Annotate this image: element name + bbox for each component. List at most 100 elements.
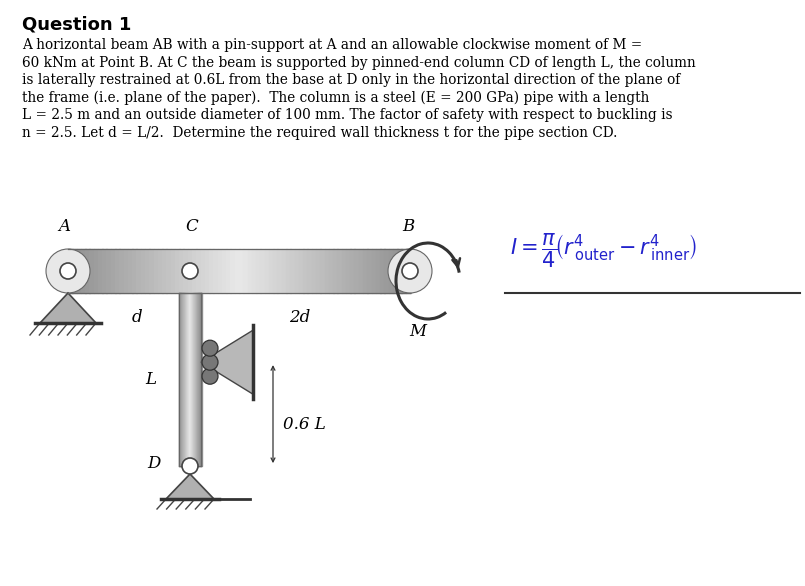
Bar	[389, 249, 394, 293]
Text: A: A	[58, 218, 70, 235]
Bar	[354, 249, 359, 293]
Bar	[191, 293, 192, 466]
Polygon shape	[40, 293, 96, 323]
Bar	[204, 249, 209, 293]
Bar	[171, 249, 175, 293]
Circle shape	[182, 458, 198, 474]
Text: 60 kNm at Point B. At C the beam is supported by pinned-end column CD of length : 60 kNm at Point B. At C the beam is supp…	[22, 56, 696, 70]
Bar	[346, 249, 351, 293]
Bar	[222, 249, 227, 293]
Bar	[194, 293, 195, 466]
Bar	[196, 293, 197, 466]
Bar	[316, 249, 320, 293]
Bar	[154, 249, 159, 293]
Bar	[333, 249, 338, 293]
Bar	[320, 249, 325, 293]
Bar	[188, 249, 192, 293]
Bar	[98, 249, 103, 293]
Circle shape	[202, 354, 218, 370]
Text: n = 2.5. Let d = L/2.  Determine the required wall thickness t for the pipe sect: n = 2.5. Let d = L/2. Determine the requ…	[22, 125, 617, 139]
Bar	[213, 249, 218, 293]
Bar	[200, 249, 205, 293]
Bar	[199, 293, 200, 466]
Bar	[195, 293, 196, 466]
Circle shape	[202, 368, 218, 384]
Circle shape	[388, 249, 432, 293]
Text: B: B	[402, 218, 414, 235]
Bar	[102, 249, 107, 293]
Bar	[376, 249, 381, 293]
Bar	[190, 293, 191, 466]
Bar	[189, 293, 190, 466]
Bar	[192, 249, 196, 293]
Bar	[119, 249, 124, 293]
Bar	[187, 293, 188, 466]
Circle shape	[182, 263, 198, 279]
Bar	[181, 293, 182, 466]
Bar	[193, 293, 194, 466]
Bar	[183, 293, 184, 466]
Bar	[209, 249, 214, 293]
Circle shape	[46, 249, 90, 293]
Bar	[372, 249, 376, 293]
Bar	[217, 249, 222, 293]
Bar	[191, 293, 192, 466]
Bar	[68, 249, 72, 293]
Text: L = 2.5 m and an outside diameter of 100 mm. The factor of safety with respect t: L = 2.5 m and an outside diameter of 100…	[22, 108, 673, 122]
Bar	[175, 249, 180, 293]
Bar	[380, 249, 385, 293]
Bar	[158, 249, 163, 293]
Bar	[198, 293, 199, 466]
Bar	[179, 293, 180, 466]
Bar	[248, 249, 252, 293]
Bar	[184, 293, 185, 466]
Bar	[180, 293, 181, 466]
Bar	[200, 293, 201, 466]
Bar	[265, 249, 270, 293]
Bar	[197, 293, 198, 466]
Bar	[106, 249, 111, 293]
Bar	[182, 293, 183, 466]
Bar	[194, 293, 196, 466]
Bar	[72, 249, 77, 293]
Bar	[186, 293, 187, 466]
Bar	[80, 249, 85, 293]
Bar	[367, 249, 372, 293]
Bar	[182, 293, 183, 466]
Bar	[184, 293, 185, 466]
Bar	[180, 293, 181, 466]
Bar	[183, 293, 184, 466]
Bar	[235, 249, 240, 293]
Bar	[141, 249, 146, 293]
Bar	[196, 249, 201, 293]
Text: d: d	[132, 309, 142, 326]
Bar	[299, 249, 303, 293]
Bar	[85, 249, 90, 293]
Bar	[190, 293, 192, 466]
Bar	[115, 249, 120, 293]
Bar	[239, 249, 244, 293]
Bar	[149, 249, 154, 293]
Bar	[89, 249, 94, 293]
Bar	[93, 249, 98, 293]
Bar	[192, 293, 193, 466]
Bar	[278, 249, 283, 293]
Bar	[200, 293, 201, 466]
Bar	[230, 249, 235, 293]
Circle shape	[60, 263, 76, 279]
Bar	[328, 249, 333, 293]
Text: C: C	[186, 218, 198, 235]
Bar	[269, 249, 274, 293]
Text: L: L	[146, 371, 156, 388]
Bar	[273, 249, 278, 293]
Bar	[350, 249, 355, 293]
Bar	[184, 249, 188, 293]
Bar	[197, 293, 198, 466]
Bar	[282, 249, 287, 293]
Text: the frame (i.e. plane of the paper).  The column is a steel (E = 200 GPa) pipe w: the frame (i.e. plane of the paper). The…	[22, 90, 650, 105]
Bar	[337, 249, 342, 293]
Bar	[192, 293, 193, 466]
Bar	[363, 249, 368, 293]
Circle shape	[402, 263, 418, 279]
Bar	[199, 293, 200, 466]
